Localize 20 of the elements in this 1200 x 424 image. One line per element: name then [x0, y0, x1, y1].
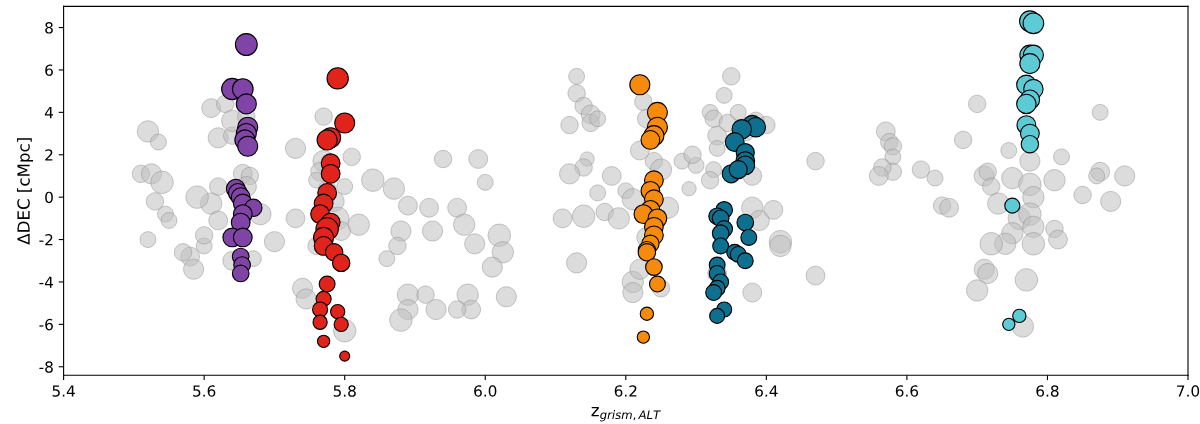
y-tick-label: -8 [39, 361, 53, 373]
x-tick-label: 5.8 [333, 385, 356, 397]
x-tick-label: 6.8 [1036, 385, 1059, 397]
y-tick-label: 2 [45, 149, 53, 161]
x-tick-label: 6.2 [614, 385, 637, 397]
x-tick-label: 5.6 [193, 385, 216, 397]
x-tick-label: 6.4 [755, 385, 778, 397]
x-tick-label: 6.6 [895, 385, 919, 397]
x-tick-label: 6.0 [474, 385, 497, 397]
y-tick-label: 4 [44, 107, 54, 119]
x-tick-label: 5.4 [52, 385, 75, 397]
y-tick-label: 8 [45, 22, 53, 34]
x-tick-label: 7.0 [1177, 385, 1200, 397]
y-axis-title: ΔDEC [cMpc] [16, 138, 34, 245]
x-axis-title: z$_{grism,ALT}$ [591, 407, 661, 422]
y-tick-label: 6 [45, 64, 53, 76]
y-tick-label: 0 [45, 191, 53, 204]
y-tick-label: -2 [39, 234, 53, 246]
y-tick-label: -6 [39, 318, 53, 331]
y-tick-label: -4 [39, 276, 54, 288]
